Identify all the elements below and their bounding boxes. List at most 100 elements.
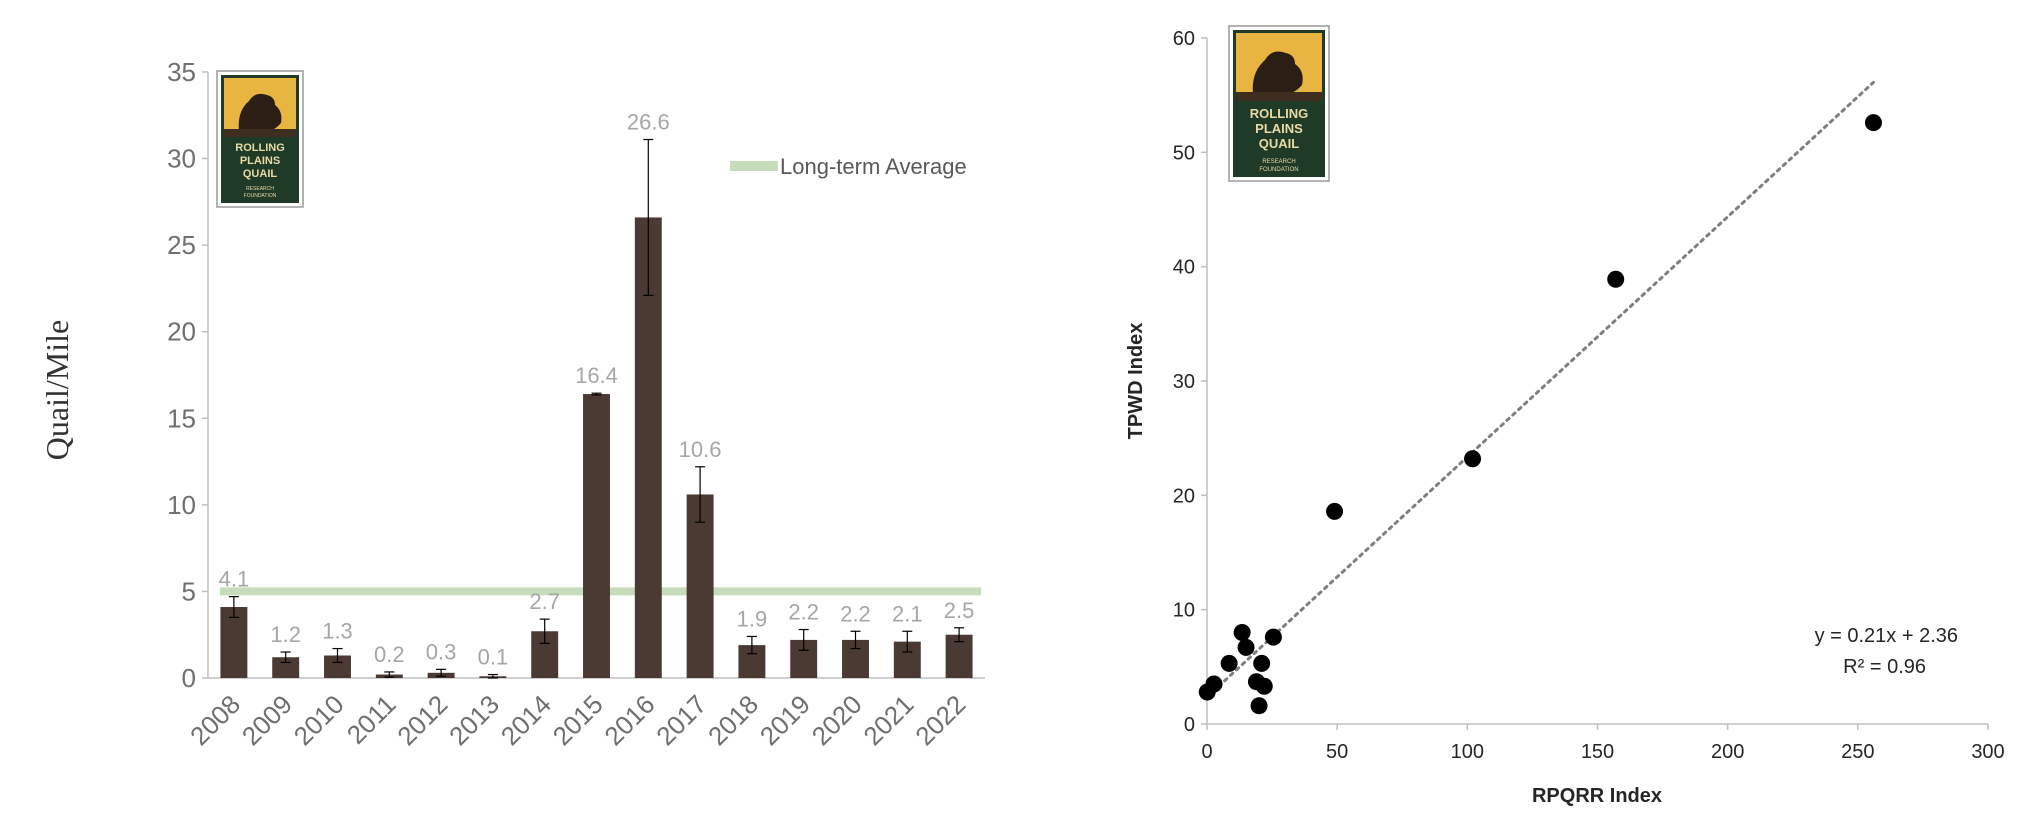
logo-right-text-foundation: FOUNDATION [1259, 167, 1298, 173]
scatter-point-10 [1326, 502, 1344, 520]
bar-x-tick-2017: 2017 [650, 689, 712, 751]
scatter-point-13 [1864, 114, 1882, 132]
scatter-points [1198, 114, 1882, 715]
scatter-point-12 [1607, 270, 1625, 288]
bar-data-label-2019: 2.2 [788, 600, 819, 625]
bar-chart-error-bars [228, 138, 965, 679]
bar-2015 [583, 394, 610, 678]
scatter-y-tick-label: 50 [1173, 142, 1195, 164]
scatter-x-tick-label: 300 [1971, 741, 2004, 763]
bar-x-tick-2008: 2008 [184, 689, 246, 751]
bar-chart-legend: Long-term Average [730, 154, 967, 179]
quail-icon-right [1252, 51, 1303, 96]
quail-icon [238, 93, 282, 133]
error-bar-2018 [746, 635, 757, 655]
logo-right-text-rolling: ROLLING [1250, 106, 1309, 121]
scatter-x-axis-title: RPQRR Index [1532, 785, 1662, 807]
logo-right-text-quail: QUAIL [1259, 136, 1300, 151]
rolling-plains-quail-logo: ROLLING PLAINS QUAIL RESEARCH FOUNDATION [216, 70, 304, 208]
scatter-x-tick-label: 50 [1326, 741, 1348, 763]
scatter-x-tick-label: 0 [1201, 741, 1212, 763]
error-bar-2022 [954, 627, 965, 643]
bar-chart-y-ticks: 0 5 10 15 20 25 30 35 [167, 57, 208, 693]
error-bar-2009 [280, 651, 291, 664]
error-bar-2017 [695, 466, 706, 523]
bar-chart-x-ticks: 2008200920102011201220132014201520162017… [184, 689, 971, 751]
scatter-chart: 0 10 20 30 40 50 60 0 50 100 150 200 250 300 TPWD In… [1125, 28, 2005, 807]
bar-2017 [686, 494, 714, 678]
scatter-x-tick-label: 250 [1841, 741, 1874, 763]
scatter-x-tick-label: 150 [1581, 741, 1614, 763]
bar-data-label-2013: 0.1 [478, 645, 509, 670]
bar-2010 [324, 655, 351, 678]
scatter-point-6 [1250, 697, 1268, 715]
error-bar-2021 [902, 630, 913, 653]
bar-data-label-2008: 4.1 [219, 567, 250, 592]
error-bar-2010 [332, 647, 343, 664]
bar-y-tick-label: 35 [167, 57, 196, 87]
scatter-x-tick-label: 100 [1451, 741, 1484, 763]
error-bar-2008 [228, 596, 239, 619]
bar-chart-bars [220, 217, 973, 678]
bar-y-tick-label: 5 [182, 576, 196, 606]
bar-y-tick-label: 10 [167, 490, 196, 520]
rolling-plains-quail-logo-right: ROLLING PLAINS QUAIL RESEARCH FOUNDATION [1228, 25, 1330, 182]
error-bar-2011 [384, 671, 395, 678]
scatter-y-ticks: 0 10 20 30 40 50 60 [1173, 28, 1207, 736]
error-bar-2019 [798, 628, 809, 651]
error-bar-2020 [850, 630, 861, 650]
scatter-x-ticks: 0 50 100 150 200 250 300 [1201, 724, 2005, 763]
scatter-point-1 [1205, 675, 1223, 693]
scatter-y-tick-label: 0 [1184, 714, 1195, 736]
scatter-y-tick-label: 10 [1173, 600, 1195, 622]
bar-data-label-2014: 2.7 [529, 589, 560, 614]
logo-right-text-research: RESEARCH [1262, 159, 1295, 165]
bar-y-tick-label: 20 [167, 317, 196, 347]
bar-y-tick-label: 25 [167, 230, 196, 260]
bar-x-tick-2016: 2016 [598, 689, 660, 751]
bar-data-label-2020: 2.2 [840, 601, 871, 626]
error-bar-2014 [539, 618, 550, 644]
logo-right-text-plains: PLAINS [1255, 121, 1303, 136]
scatter-point-4 [1237, 638, 1255, 656]
logo-text-rolling: ROLLING [235, 142, 285, 154]
bar-y-tick-label: 15 [167, 403, 196, 433]
trendline-r-squared: R² = 0.96 [1843, 656, 1926, 678]
bar-2008 [220, 607, 248, 678]
bar-chart-y-axis-title: Quail/Mile [39, 320, 75, 460]
trendline-equation: y = 0.21x + 2.36 [1815, 625, 1958, 647]
scatter-point-8 [1255, 677, 1273, 695]
bar-data-label-2016: 26.6 [627, 110, 670, 135]
bar-x-tick-2012: 2012 [391, 689, 453, 751]
scatter-y-tick-label: 40 [1173, 257, 1195, 279]
scatter-point-7 [1253, 654, 1271, 672]
bar-y-tick-label: 30 [167, 144, 196, 174]
logo-text-quail: QUAIL [243, 168, 278, 180]
bar-data-label-2021: 2.1 [892, 601, 923, 626]
bar-2009 [272, 657, 300, 678]
bar-x-tick-2015: 2015 [547, 689, 609, 751]
legend-average-label: Long-term Average [780, 154, 967, 179]
bar-x-tick-2022: 2022 [909, 689, 971, 751]
scatter-y-tick-label: 30 [1173, 371, 1195, 393]
bar-data-label-2018: 1.9 [737, 606, 768, 631]
scatter-x-tick-label: 200 [1711, 741, 1744, 763]
bar-x-tick-2009: 2009 [236, 689, 298, 751]
bar-x-tick-2014: 2014 [495, 689, 557, 751]
bar-x-tick-2020: 2020 [806, 689, 868, 751]
bar-x-tick-2021: 2021 [857, 689, 919, 751]
bar-data-label-2017: 10.6 [679, 437, 722, 462]
bar-x-tick-2013: 2013 [443, 689, 505, 751]
bar-data-label-2022: 2.5 [944, 598, 975, 623]
logo-text-foundation: FOUNDATION [244, 193, 277, 199]
scatter-point-3 [1233, 624, 1251, 642]
error-bar-2015 [591, 392, 602, 396]
error-bar-2012 [436, 668, 447, 677]
bar-data-label-2012: 0.3 [426, 639, 457, 664]
scatter-y-tick-label: 20 [1173, 485, 1195, 507]
error-bar-2016 [643, 138, 654, 296]
scatter-y-axis-title: TPWD Index [1125, 323, 1147, 440]
logo-text-plains: PLAINS [240, 155, 280, 167]
scatter-point-2 [1220, 654, 1238, 672]
